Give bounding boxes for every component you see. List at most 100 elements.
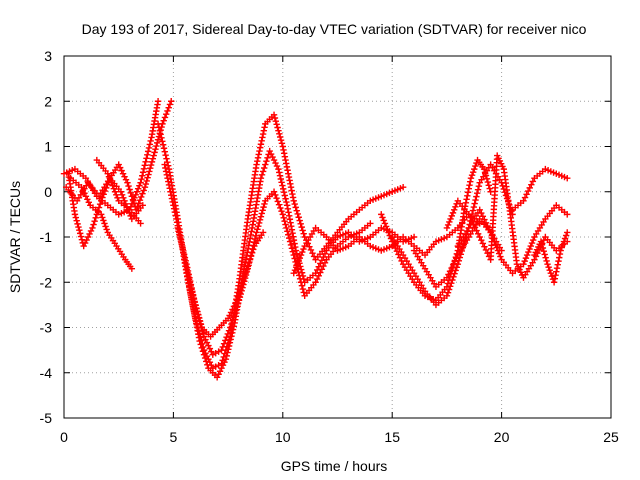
data-point: [471, 224, 479, 231]
data-point: [448, 212, 455, 220]
y-axis-label: SDTVAR / TECUs: [7, 181, 23, 293]
data-point: [320, 262, 327, 270]
data-point: [196, 317, 204, 325]
data-point: [126, 186, 133, 193]
data-point: [542, 254, 549, 261]
data-point: [449, 209, 457, 217]
data-point: [280, 188, 288, 196]
data-point: [450, 206, 458, 214]
data-point: [204, 361, 211, 369]
data-point: [468, 171, 476, 179]
data-point: [160, 145, 168, 152]
data-point: [261, 124, 268, 131]
data-point: [558, 244, 565, 251]
data-point: [179, 244, 186, 251]
data-point: [254, 154, 262, 162]
data-point: [473, 227, 480, 234]
data-point: [486, 185, 493, 192]
data-point: [481, 243, 488, 250]
data-point: [273, 121, 280, 128]
data-point: [205, 342, 212, 349]
data-point: [261, 200, 268, 208]
data-point: [275, 165, 282, 173]
data-point: [252, 232, 259, 239]
data-point: [551, 275, 559, 282]
data-point: [254, 226, 261, 233]
data-point: [379, 214, 386, 221]
data-point: [521, 257, 528, 265]
data-point: [467, 174, 475, 182]
data-point: [497, 253, 504, 260]
data-point: [270, 188, 278, 195]
data-point: [241, 273, 248, 280]
data-point: [315, 272, 322, 279]
data-point: [187, 282, 194, 290]
data-point: [163, 155, 170, 162]
data-point: [180, 251, 188, 258]
data-point: [104, 170, 111, 177]
data-point: [100, 191, 107, 198]
data-point: [97, 197, 105, 204]
data-point: [272, 159, 279, 167]
data-point: [190, 295, 198, 303]
data-point: [473, 193, 480, 200]
data-point: [452, 203, 459, 211]
data-point: [118, 167, 125, 174]
data-point: [191, 298, 199, 306]
data-point: [144, 148, 152, 155]
data-point: [189, 292, 197, 300]
x-tick-label: 25: [603, 429, 619, 445]
data-point: [259, 229, 267, 236]
data-point: [471, 200, 478, 207]
data-point: [168, 98, 175, 105]
data-point: [159, 141, 167, 148]
x-tick-label: 20: [494, 429, 510, 445]
data-point: [82, 193, 90, 200]
data-point: [138, 176, 145, 183]
data-point: [491, 238, 498, 245]
data-point: [178, 241, 185, 248]
data-point: [247, 253, 255, 260]
x-tick-label: 0: [60, 429, 68, 445]
data-point: [198, 344, 206, 352]
y-tick-label: -3: [40, 320, 53, 336]
data-point: [485, 182, 492, 189]
data-point: [470, 203, 478, 211]
data-point: [118, 191, 126, 198]
data-point: [262, 161, 269, 168]
data-point: [472, 196, 479, 204]
data-point: [114, 194, 121, 201]
data-point: [253, 229, 260, 236]
data-point: [296, 217, 303, 224]
data-point: [231, 310, 238, 318]
data-point: [482, 219, 490, 226]
data-point: [564, 229, 571, 236]
data-point: [295, 257, 302, 265]
data-point: [478, 209, 485, 217]
data-point: [276, 169, 283, 176]
data-point: [223, 352, 230, 360]
data-point: [540, 248, 547, 255]
data-point: [153, 142, 160, 150]
data-point: [122, 200, 129, 208]
data-point: [141, 162, 148, 169]
data-point: [225, 327, 233, 334]
data-point: [84, 196, 91, 203]
data-point: [257, 174, 265, 182]
data-point: [142, 180, 150, 188]
data-point: [295, 268, 302, 276]
data-point: [296, 275, 304, 283]
data-point: [161, 148, 169, 155]
y-tick-label: -4: [40, 365, 53, 381]
data-point: [561, 235, 569, 242]
data-point: [253, 161, 260, 168]
data-point: [544, 260, 551, 268]
data-point: [125, 182, 132, 190]
data-point: [193, 305, 200, 312]
data-point: [272, 191, 279, 199]
data-point: [170, 205, 178, 212]
data-point: [124, 206, 132, 214]
data-point: [173, 219, 181, 226]
data-point: [126, 209, 133, 217]
data-point: [451, 270, 458, 277]
